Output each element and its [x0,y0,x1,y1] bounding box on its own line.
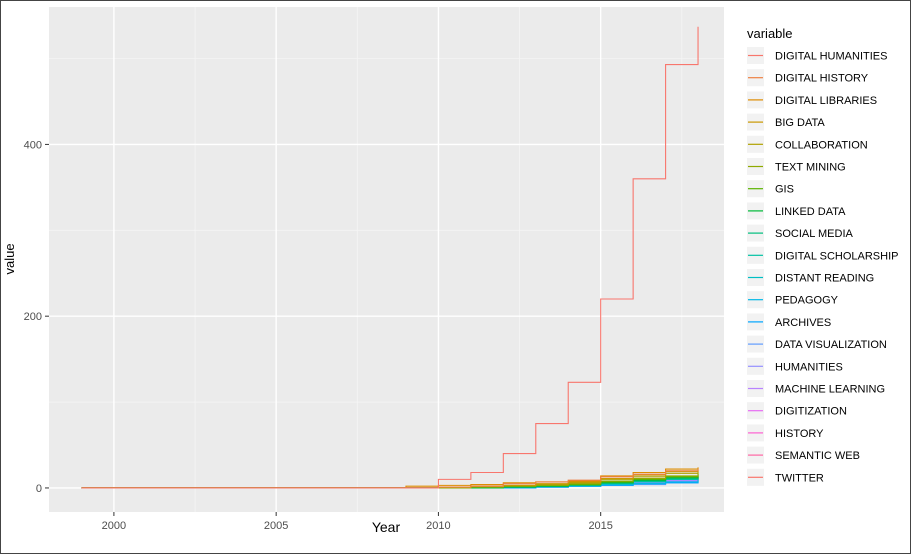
legend-item: DIGITAL HISTORY [747,69,869,87]
legend-label: COLLABORATION [775,139,868,151]
legend-item: TWITTER [747,468,824,486]
y-tick-label: 400 [24,139,42,151]
series-lines [81,26,699,489]
x-tick-label: 2000 [102,520,126,532]
legend-item: MACHINE LEARNING [747,380,885,397]
legend-label: DIGITAL LIBRARIES [775,95,877,107]
legend-label: PEDAGOGY [775,295,839,307]
legend-label: TWITTER [775,472,824,484]
legend: variable DIGITAL HUMANITIES DIGITAL HISTO… [747,26,898,486]
legend-label: GIS [775,184,794,196]
legend-item: LINKED DATA [747,202,846,220]
legend-item: DISTANT READING [747,269,874,286]
legend-item: TEXT MINING [747,158,846,175]
legend-item: HISTORY [747,424,824,442]
x-tick-label: 2005 [264,520,288,532]
series-line-digital-humanities [81,26,699,489]
legend-label: ARCHIVES [775,317,831,329]
legend-item: DIGITAL SCHOLARSHIP [747,246,898,264]
y-axis: 0 200 400 [24,139,49,495]
legend-item: COLLABORATION [747,135,868,153]
legend-item: BIG DATA [747,113,825,131]
legend-item: SEMANTIC WEB [747,446,860,464]
legend-label: DIGITIZATION [775,406,847,418]
legend-title: variable [747,26,793,41]
legend-item: HUMANITIES [747,357,843,375]
legend-item: DATA VISUALIZATION [747,335,887,353]
y-tick-label: 0 [36,483,42,495]
legend-item: DIGITIZATION [747,402,847,420]
legend-label: SEMANTIC WEB [775,450,860,462]
legend-label: LINKED DATA [775,206,846,218]
legend-label: HUMANITIES [775,361,843,373]
legend-item: PEDAGOGY [747,291,839,309]
legend-label: DISTANT READING [775,273,874,285]
legend-items: DIGITAL HUMANITIES DIGITAL HISTORY DIGITAL… [747,47,898,486]
y-axis-title: value [2,243,17,274]
x-axis-title: Year [372,519,401,535]
plot-panel [49,7,724,512]
legend-item: ARCHIVES [747,313,831,331]
legend-label: BIG DATA [775,117,825,129]
legend-label: TEXT MINING [775,162,846,174]
x-tick-label: 2010 [426,520,450,532]
x-tick-label: 2015 [588,520,612,532]
series-line-digital-history [81,469,699,489]
legend-item: GIS [747,180,794,198]
legend-label: MACHINE LEARNING [775,384,885,396]
y-tick-label: 200 [24,311,42,323]
x-axis: 2000 2005 2010 2015 [102,512,613,532]
legend-label: DIGITAL HISTORY [775,73,869,85]
legend-label: DIGITAL SCHOLARSHIP [775,250,898,262]
minor-gridlines [49,7,724,512]
legend-item: DIGITAL HUMANITIES [747,47,887,64]
legend-label: SOCIAL MEDIA [775,228,853,240]
legend-item: SOCIAL MEDIA [747,224,853,242]
legend-item: DIGITAL LIBRARIES [747,91,877,109]
legend-label: HISTORY [775,428,824,440]
series-line-text-mining [81,473,699,489]
legend-label: DIGITAL HUMANITIES [775,51,887,63]
legend-label: DATA VISUALIZATION [775,339,887,351]
